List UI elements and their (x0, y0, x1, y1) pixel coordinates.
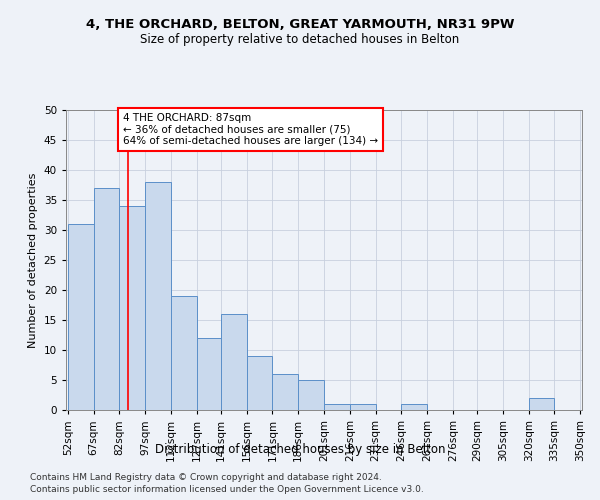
Bar (221, 314, 247, 410)
Bar (171, 296, 197, 410)
Bar (247, 356, 272, 410)
Bar (145, 182, 171, 410)
Text: Contains public sector information licensed under the Open Government Licence v3: Contains public sector information licen… (30, 485, 424, 494)
Text: 4 THE ORCHARD: 87sqm
← 36% of detached houses are smaller (75)
64% of semi-detac: 4 THE ORCHARD: 87sqm ← 36% of detached h… (123, 113, 378, 146)
Y-axis label: Number of detached properties: Number of detached properties (28, 172, 38, 348)
Text: Size of property relative to detached houses in Belton: Size of property relative to detached ho… (140, 32, 460, 46)
Text: Contains HM Land Registry data © Crown copyright and database right 2024.: Contains HM Land Registry data © Crown c… (30, 472, 382, 482)
Bar (324, 404, 350, 410)
Bar (401, 404, 427, 410)
Bar (94, 188, 119, 410)
Text: Distribution of detached houses by size in Belton: Distribution of detached houses by size … (155, 442, 445, 456)
Bar (298, 380, 324, 410)
Bar (119, 206, 145, 410)
Bar (529, 398, 554, 410)
Bar (197, 338, 221, 410)
Bar (350, 404, 376, 410)
Bar (272, 374, 298, 410)
Bar (68, 224, 94, 410)
Text: 4, THE ORCHARD, BELTON, GREAT YARMOUTH, NR31 9PW: 4, THE ORCHARD, BELTON, GREAT YARMOUTH, … (86, 18, 514, 30)
